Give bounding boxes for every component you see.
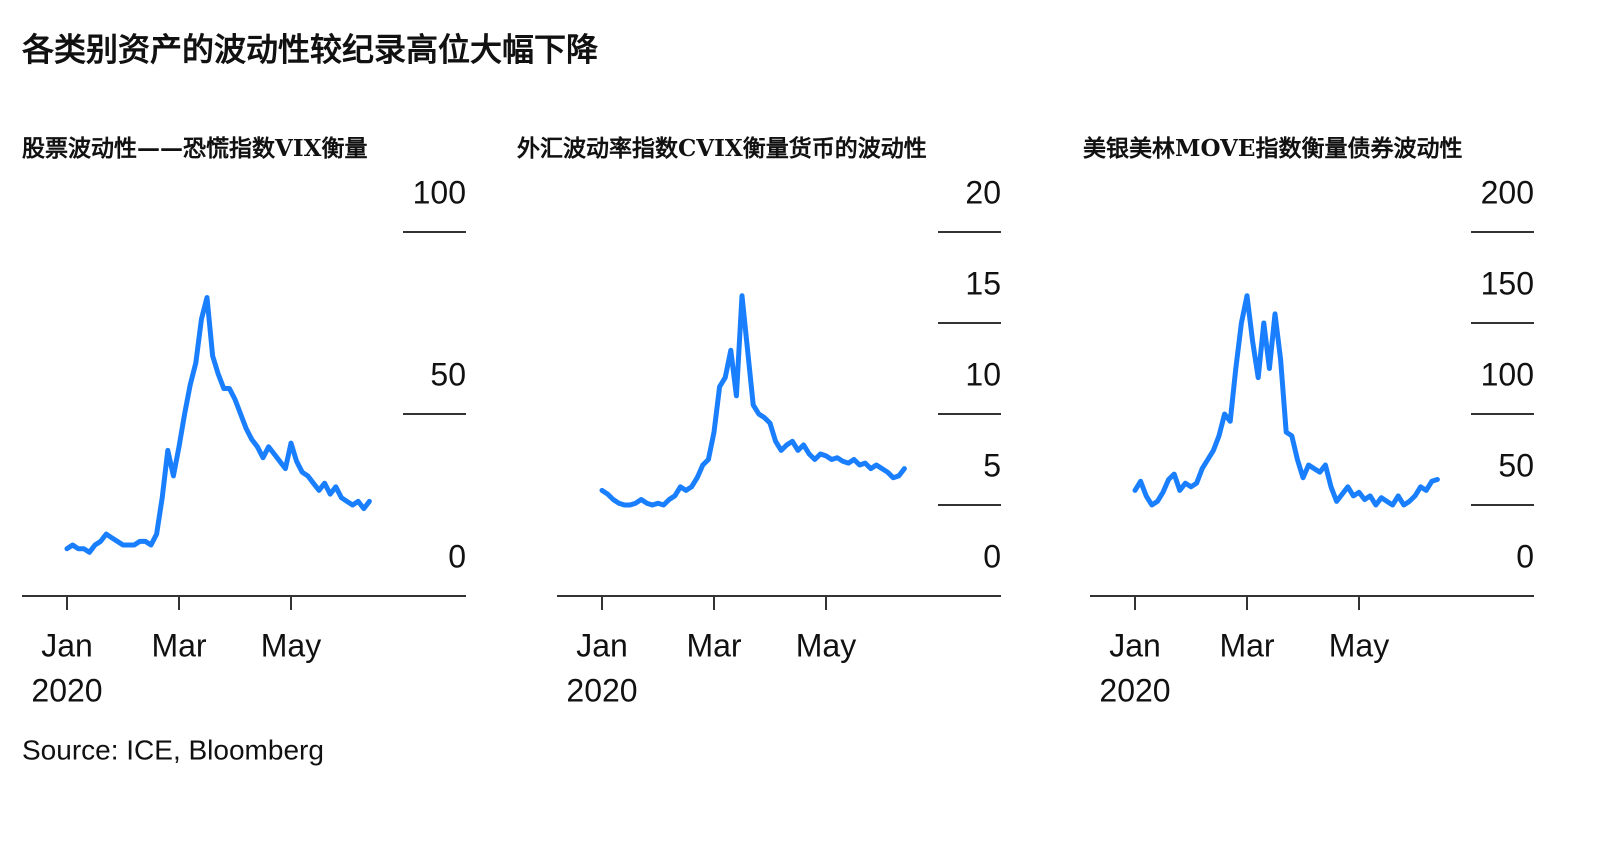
page-title: 各类别资产的波动性较纪录高位大幅下降 bbox=[22, 31, 599, 69]
x-year-label: 2020 bbox=[1099, 672, 1170, 708]
x-tick-label: May bbox=[796, 627, 856, 663]
y-tick-label: 100 bbox=[1481, 356, 1534, 392]
data-line bbox=[599, 293, 907, 508]
y-tick-label: 10 bbox=[965, 356, 1001, 392]
y-tick-label: 20 bbox=[965, 174, 1001, 210]
x-tick-label: Jan bbox=[41, 627, 93, 663]
x-tick-label: Mar bbox=[686, 627, 741, 663]
chart-subtitle: 股票波动性——恐慌指数VIX衡量 bbox=[22, 135, 367, 162]
y-tick-label: 50 bbox=[1498, 447, 1534, 483]
y-tick-label: 15 bbox=[965, 265, 1001, 301]
x-tick-label: May bbox=[1329, 627, 1389, 663]
x-year-label: 2020 bbox=[566, 672, 637, 708]
y-tick-label: 0 bbox=[1516, 538, 1534, 574]
y-tick-label: 0 bbox=[983, 538, 1001, 574]
source-note: Source: ICE, Bloomberg bbox=[22, 734, 324, 765]
chart-subtitle: 外汇波动率指数CVIX衡量货币的波动性 bbox=[517, 135, 927, 162]
y-tick-label: 5 bbox=[983, 447, 1001, 483]
chart-subtitle: 美银美林MOVE指数衡量债券波动性 bbox=[1083, 135, 1462, 162]
y-tick-label: 200 bbox=[1481, 174, 1534, 210]
x-tick-label: Mar bbox=[1219, 627, 1274, 663]
y-tick-label: 150 bbox=[1481, 265, 1534, 301]
x-tick-label: May bbox=[261, 627, 321, 663]
y-tick-label: 50 bbox=[430, 356, 466, 392]
x-tick-label: Jan bbox=[576, 627, 628, 663]
y-tick-label: 100 bbox=[413, 174, 466, 210]
x-tick-label: Mar bbox=[151, 627, 206, 663]
x-tick-label: Jan bbox=[1109, 627, 1161, 663]
data-line bbox=[64, 295, 372, 555]
data-line bbox=[1132, 293, 1440, 508]
x-year-label: 2020 bbox=[31, 672, 102, 708]
y-tick-label: 0 bbox=[448, 538, 466, 574]
